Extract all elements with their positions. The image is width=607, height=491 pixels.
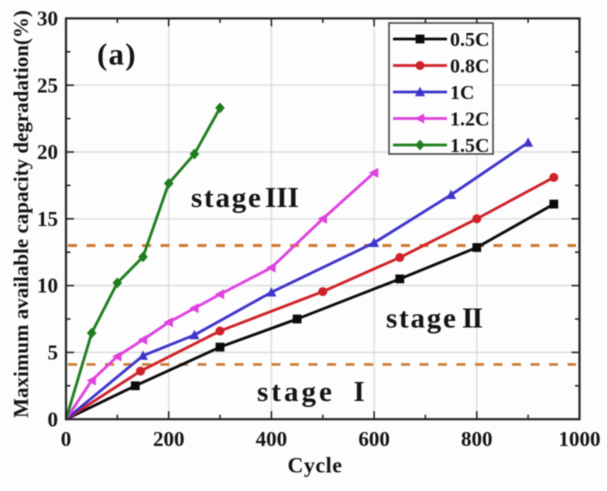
svg-text:(a): (a) <box>97 37 137 72</box>
svg-text:25: 25 <box>37 73 58 97</box>
svg-text:stage: stage <box>191 182 263 214</box>
svg-text:200: 200 <box>153 427 185 451</box>
svg-text:I: I <box>354 376 365 408</box>
svg-text:1.2C: 1.2C <box>450 108 489 130</box>
svg-text:stage: stage <box>257 376 335 408</box>
svg-text:30: 30 <box>37 7 58 31</box>
svg-text:0: 0 <box>48 407 59 431</box>
svg-text:Maximum available capacity deg: Maximum available capacity degradation(%… <box>9 10 33 418</box>
svg-text:10: 10 <box>37 274 58 298</box>
svg-text:1000: 1000 <box>559 427 601 451</box>
svg-text:II: II <box>462 303 483 335</box>
svg-text:Cycle: Cycle <box>287 452 342 477</box>
svg-text:stage: stage <box>386 303 458 335</box>
svg-text:III: III <box>265 182 299 214</box>
svg-text:15: 15 <box>37 207 58 231</box>
svg-text:0: 0 <box>61 427 72 451</box>
svg-text:400: 400 <box>256 427 288 451</box>
svg-text:0.5C: 0.5C <box>450 29 489 51</box>
svg-text:0.8C: 0.8C <box>450 55 489 77</box>
svg-text:1C: 1C <box>450 82 474 104</box>
svg-text:800: 800 <box>461 427 493 451</box>
svg-text:1.5C: 1.5C <box>450 135 489 157</box>
svg-text:5: 5 <box>48 341 59 365</box>
svg-text:20: 20 <box>37 140 58 164</box>
svg-text:600: 600 <box>358 427 390 451</box>
